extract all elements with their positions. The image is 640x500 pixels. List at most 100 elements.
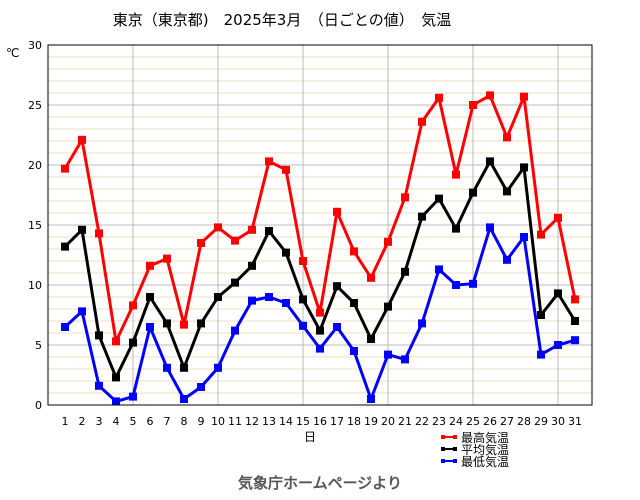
y-tick-label: 30 bbox=[28, 39, 42, 52]
data-point bbox=[452, 281, 460, 289]
data-point bbox=[231, 278, 239, 287]
data-point bbox=[180, 363, 188, 372]
x-tick-label: 9 bbox=[198, 415, 205, 428]
legend-marker bbox=[441, 435, 445, 439]
data-point bbox=[537, 311, 545, 319]
data-point bbox=[316, 308, 324, 317]
y-tick-label: 20 bbox=[28, 159, 42, 172]
data-point bbox=[469, 188, 477, 197]
x-tick-label: 6 bbox=[147, 415, 154, 428]
data-point bbox=[112, 373, 120, 382]
x-axis-label: 日 bbox=[304, 430, 316, 444]
data-point bbox=[520, 233, 528, 241]
data-point bbox=[61, 323, 69, 331]
data-point bbox=[401, 267, 409, 276]
data-point bbox=[95, 229, 103, 238]
series-line bbox=[63, 93, 577, 343]
data-point bbox=[503, 187, 511, 196]
data-point bbox=[554, 289, 562, 298]
data-point bbox=[163, 254, 171, 263]
data-point bbox=[282, 248, 290, 257]
data-point bbox=[486, 223, 494, 232]
data-point bbox=[537, 350, 545, 359]
data-point bbox=[95, 331, 103, 340]
data-point bbox=[197, 383, 205, 391]
data-point bbox=[146, 293, 154, 301]
data-point bbox=[112, 337, 120, 346]
data-point bbox=[401, 193, 409, 202]
x-tick-label: 10 bbox=[211, 415, 225, 428]
data-point bbox=[503, 133, 511, 142]
legend-label: 最高気温 bbox=[461, 430, 509, 445]
x-tick-label: 17 bbox=[330, 415, 344, 428]
data-point bbox=[503, 255, 511, 264]
x-tick-label: 8 bbox=[181, 415, 188, 428]
footer-source: 気象庁ホームページより bbox=[238, 474, 402, 492]
data-point bbox=[367, 395, 375, 403]
data-point bbox=[265, 227, 273, 235]
data-point bbox=[316, 344, 324, 353]
data-point bbox=[61, 164, 69, 173]
data-point bbox=[112, 397, 120, 406]
data-point bbox=[418, 212, 426, 221]
x-tick-label: 1 bbox=[62, 415, 69, 428]
data-point bbox=[486, 157, 494, 166]
data-point bbox=[180, 320, 188, 329]
data-point bbox=[180, 395, 188, 403]
y-tick-label: 5 bbox=[35, 339, 42, 352]
data-point bbox=[248, 261, 256, 270]
x-tick-label: 30 bbox=[551, 415, 565, 428]
data-point bbox=[163, 363, 171, 372]
data-point bbox=[197, 239, 205, 247]
data-point bbox=[367, 335, 375, 343]
data-point bbox=[554, 341, 562, 349]
x-tick-label: 12 bbox=[245, 415, 259, 428]
data-point bbox=[214, 363, 222, 372]
y-tick-label: 0 bbox=[35, 399, 42, 412]
data-point bbox=[214, 223, 222, 232]
data-point bbox=[418, 319, 426, 328]
data-point bbox=[384, 350, 392, 359]
data-point bbox=[95, 381, 103, 390]
x-tick-label: 15 bbox=[296, 415, 310, 428]
data-point bbox=[435, 93, 443, 102]
x-tick-label: 21 bbox=[398, 415, 412, 428]
data-point bbox=[333, 282, 341, 291]
data-point bbox=[486, 91, 494, 100]
x-tick-label: 4 bbox=[113, 415, 120, 428]
y-axis-label: ℃ bbox=[6, 46, 19, 60]
x-tick-label: 25 bbox=[466, 415, 480, 428]
data-point bbox=[299, 295, 307, 304]
data-point bbox=[299, 257, 307, 265]
x-tick-label: 24 bbox=[449, 415, 463, 428]
legend-marker bbox=[441, 459, 445, 463]
x-tick-label: 16 bbox=[313, 415, 327, 428]
x-tick-label: 5 bbox=[130, 415, 137, 428]
legend-label: 平均気温 bbox=[461, 442, 509, 457]
data-point bbox=[333, 323, 341, 331]
data-point bbox=[265, 293, 273, 301]
x-tick-label: 19 bbox=[364, 415, 378, 428]
data-point bbox=[469, 279, 477, 288]
y-tick-label: 10 bbox=[28, 279, 42, 292]
x-tick-label: 26 bbox=[483, 415, 497, 428]
x-tick-label: 3 bbox=[96, 415, 103, 428]
data-point bbox=[282, 299, 290, 307]
x-tick-label: 29 bbox=[534, 415, 548, 428]
x-tick-label: 7 bbox=[164, 415, 171, 428]
x-tick-label: 2 bbox=[79, 415, 86, 428]
data-point bbox=[520, 163, 528, 172]
chart-title: 東京（東京都) 2025年3月 （日ごとの値） 気温 bbox=[113, 11, 451, 29]
data-point bbox=[401, 355, 409, 364]
y-tick-label: 15 bbox=[28, 219, 42, 232]
data-point bbox=[248, 225, 256, 234]
data-point bbox=[469, 101, 477, 109]
data-point bbox=[384, 237, 392, 246]
data-point bbox=[78, 225, 86, 234]
x-tick-label: 20 bbox=[381, 415, 395, 428]
data-point bbox=[418, 117, 426, 126]
x-tick-label: 13 bbox=[262, 415, 276, 428]
data-point bbox=[248, 296, 256, 305]
